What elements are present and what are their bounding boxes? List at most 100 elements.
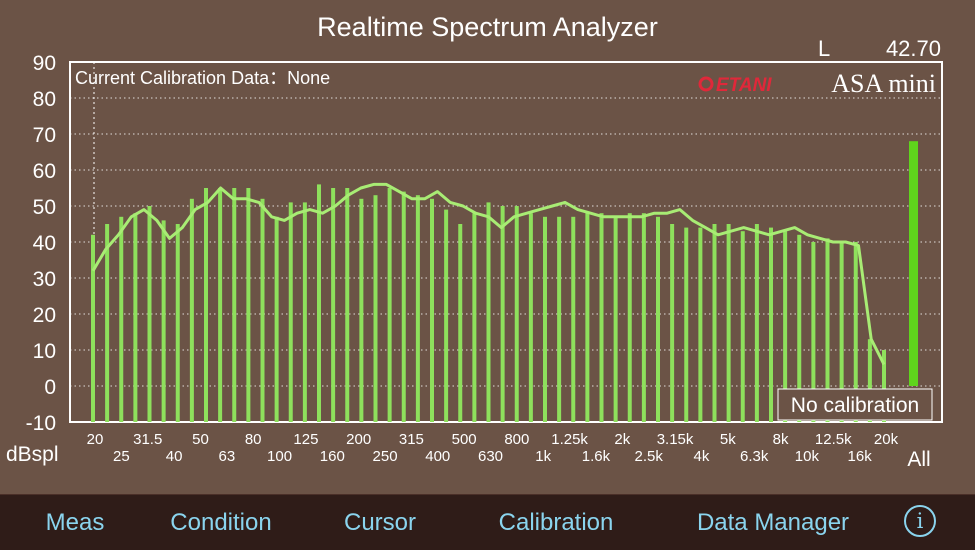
x-tick-label: 315 bbox=[399, 431, 424, 448]
x-tick-label: 12.5k bbox=[815, 431, 852, 448]
spectrum-bar bbox=[571, 216, 576, 422]
x-tick-label: 400 bbox=[425, 448, 450, 465]
spectrum-bar bbox=[161, 220, 166, 422]
spectrum-bar bbox=[444, 209, 449, 422]
spectrum-bar bbox=[415, 195, 420, 422]
x-tick-label: 10k bbox=[795, 448, 820, 465]
x-tick-label: 1.6k bbox=[582, 448, 611, 465]
x-tick-label: 100 bbox=[267, 448, 292, 465]
spectrum-bar bbox=[712, 224, 717, 422]
spectrum-bar bbox=[105, 224, 110, 422]
spectrum-bar bbox=[359, 198, 364, 422]
spectrum-bar bbox=[175, 224, 180, 422]
spectrum-bar bbox=[147, 206, 152, 422]
spectrum-line bbox=[91, 182, 886, 366]
spectrum-bar bbox=[726, 224, 731, 422]
y-tick-label: -10 bbox=[26, 412, 56, 435]
logo-mark-icon bbox=[698, 76, 714, 92]
y-tick-label: 60 bbox=[33, 160, 56, 183]
tab-calibration[interactable]: Calibration bbox=[498, 509, 614, 536]
spectrum-bar bbox=[543, 216, 547, 422]
spectrum-bar bbox=[670, 224, 675, 422]
spectrum-bar bbox=[811, 242, 816, 422]
overall-label: All bbox=[907, 448, 930, 471]
x-tick-label: 20 bbox=[87, 431, 104, 448]
spectrum-bar bbox=[472, 213, 477, 422]
spectrum-bar bbox=[119, 216, 124, 422]
spectrum-bar bbox=[458, 224, 463, 422]
spectrum-bar bbox=[500, 206, 505, 422]
spectrum-bar bbox=[331, 188, 336, 422]
spectrum-bar bbox=[557, 216, 562, 422]
spectrum-bar bbox=[684, 227, 689, 422]
calibration-data-label: Current Calibration Data：None bbox=[75, 68, 330, 88]
x-tick-label: 8k bbox=[773, 431, 789, 448]
spectrum-bar bbox=[839, 242, 844, 422]
spectrum-bar bbox=[430, 198, 434, 422]
spectrum-bar bbox=[754, 224, 759, 422]
x-tick-label: 16k bbox=[848, 448, 873, 465]
x-tick-label: 31.5 bbox=[133, 431, 162, 448]
spectrum-bar bbox=[260, 198, 265, 422]
spectrum-bar bbox=[317, 184, 321, 422]
spectrum-bar bbox=[740, 231, 745, 422]
spectrum-bar bbox=[133, 213, 138, 422]
x-tick-label: 5k bbox=[720, 431, 736, 448]
spectrum-bar bbox=[204, 188, 208, 422]
overall-bar bbox=[909, 141, 918, 386]
x-tick-label: 800 bbox=[504, 431, 529, 448]
y-tick-label: 0 bbox=[44, 376, 56, 399]
y-tick-label: 90 bbox=[33, 52, 56, 75]
spectrum-bar bbox=[627, 213, 632, 422]
x-tick-label: 50 bbox=[192, 431, 209, 448]
app-title: Realtime Spectrum Analyzer bbox=[317, 12, 658, 42]
spectrum-bar bbox=[769, 227, 773, 422]
spectrum-bar bbox=[514, 206, 519, 422]
spectrum-bar bbox=[867, 339, 872, 422]
x-tick-label: 25 bbox=[113, 448, 130, 465]
y-tick-label: 50 bbox=[33, 196, 56, 219]
spectrum-bar bbox=[641, 213, 646, 422]
spectrum-bar bbox=[599, 213, 604, 422]
spectrum-bar bbox=[656, 216, 660, 422]
spectrum-bar bbox=[797, 234, 802, 422]
y-tick-label: 70 bbox=[33, 124, 56, 147]
channel-label: L bbox=[818, 36, 831, 61]
spectrum-bar bbox=[189, 198, 194, 422]
x-tick-label: 3.15k bbox=[657, 431, 694, 448]
brand-logo: ETANI bbox=[716, 75, 772, 96]
x-tick-label: 160 bbox=[320, 448, 345, 465]
no-calibration-label: No calibration bbox=[791, 394, 919, 417]
tab-data-manager[interactable]: Data Manager bbox=[696, 509, 850, 536]
plot-border bbox=[69, 61, 943, 423]
spectrum-bar bbox=[274, 216, 279, 422]
tab-condition[interactable]: Condition bbox=[170, 509, 272, 536]
brand-product: ASA mini bbox=[831, 69, 936, 98]
tab-meas[interactable]: Meas bbox=[45, 509, 105, 536]
x-tick-label: 40 bbox=[166, 448, 183, 465]
x-tick-label: 1.25k bbox=[551, 431, 588, 448]
x-tick-label: 630 bbox=[478, 448, 503, 465]
spectrum-bar bbox=[783, 231, 788, 422]
y-tick-label: 80 bbox=[33, 88, 56, 111]
spectrum-bar bbox=[825, 238, 830, 422]
info-icon[interactable]: i bbox=[904, 505, 936, 537]
spectrum-bar bbox=[373, 195, 378, 422]
y-tick-label: 10 bbox=[33, 340, 56, 363]
y-axis-label: dBspl bbox=[6, 443, 59, 466]
x-tick-label: 20k bbox=[874, 431, 899, 448]
x-tick-label: 2.5k bbox=[635, 448, 664, 465]
tab-cursor[interactable]: Cursor bbox=[343, 509, 417, 536]
spectrum-bar bbox=[345, 188, 350, 422]
spectrum-bar bbox=[853, 242, 858, 422]
level-readout: L 42.70 bbox=[818, 36, 943, 62]
spectrum-bar bbox=[91, 234, 95, 422]
y-tick-label: 40 bbox=[33, 232, 56, 255]
x-tick-label: 500 bbox=[452, 431, 477, 448]
y-tick-label: 20 bbox=[33, 304, 56, 327]
spectrum-bar bbox=[882, 350, 886, 422]
spectrum-bar bbox=[698, 227, 703, 422]
spectrum-bar bbox=[401, 191, 406, 422]
